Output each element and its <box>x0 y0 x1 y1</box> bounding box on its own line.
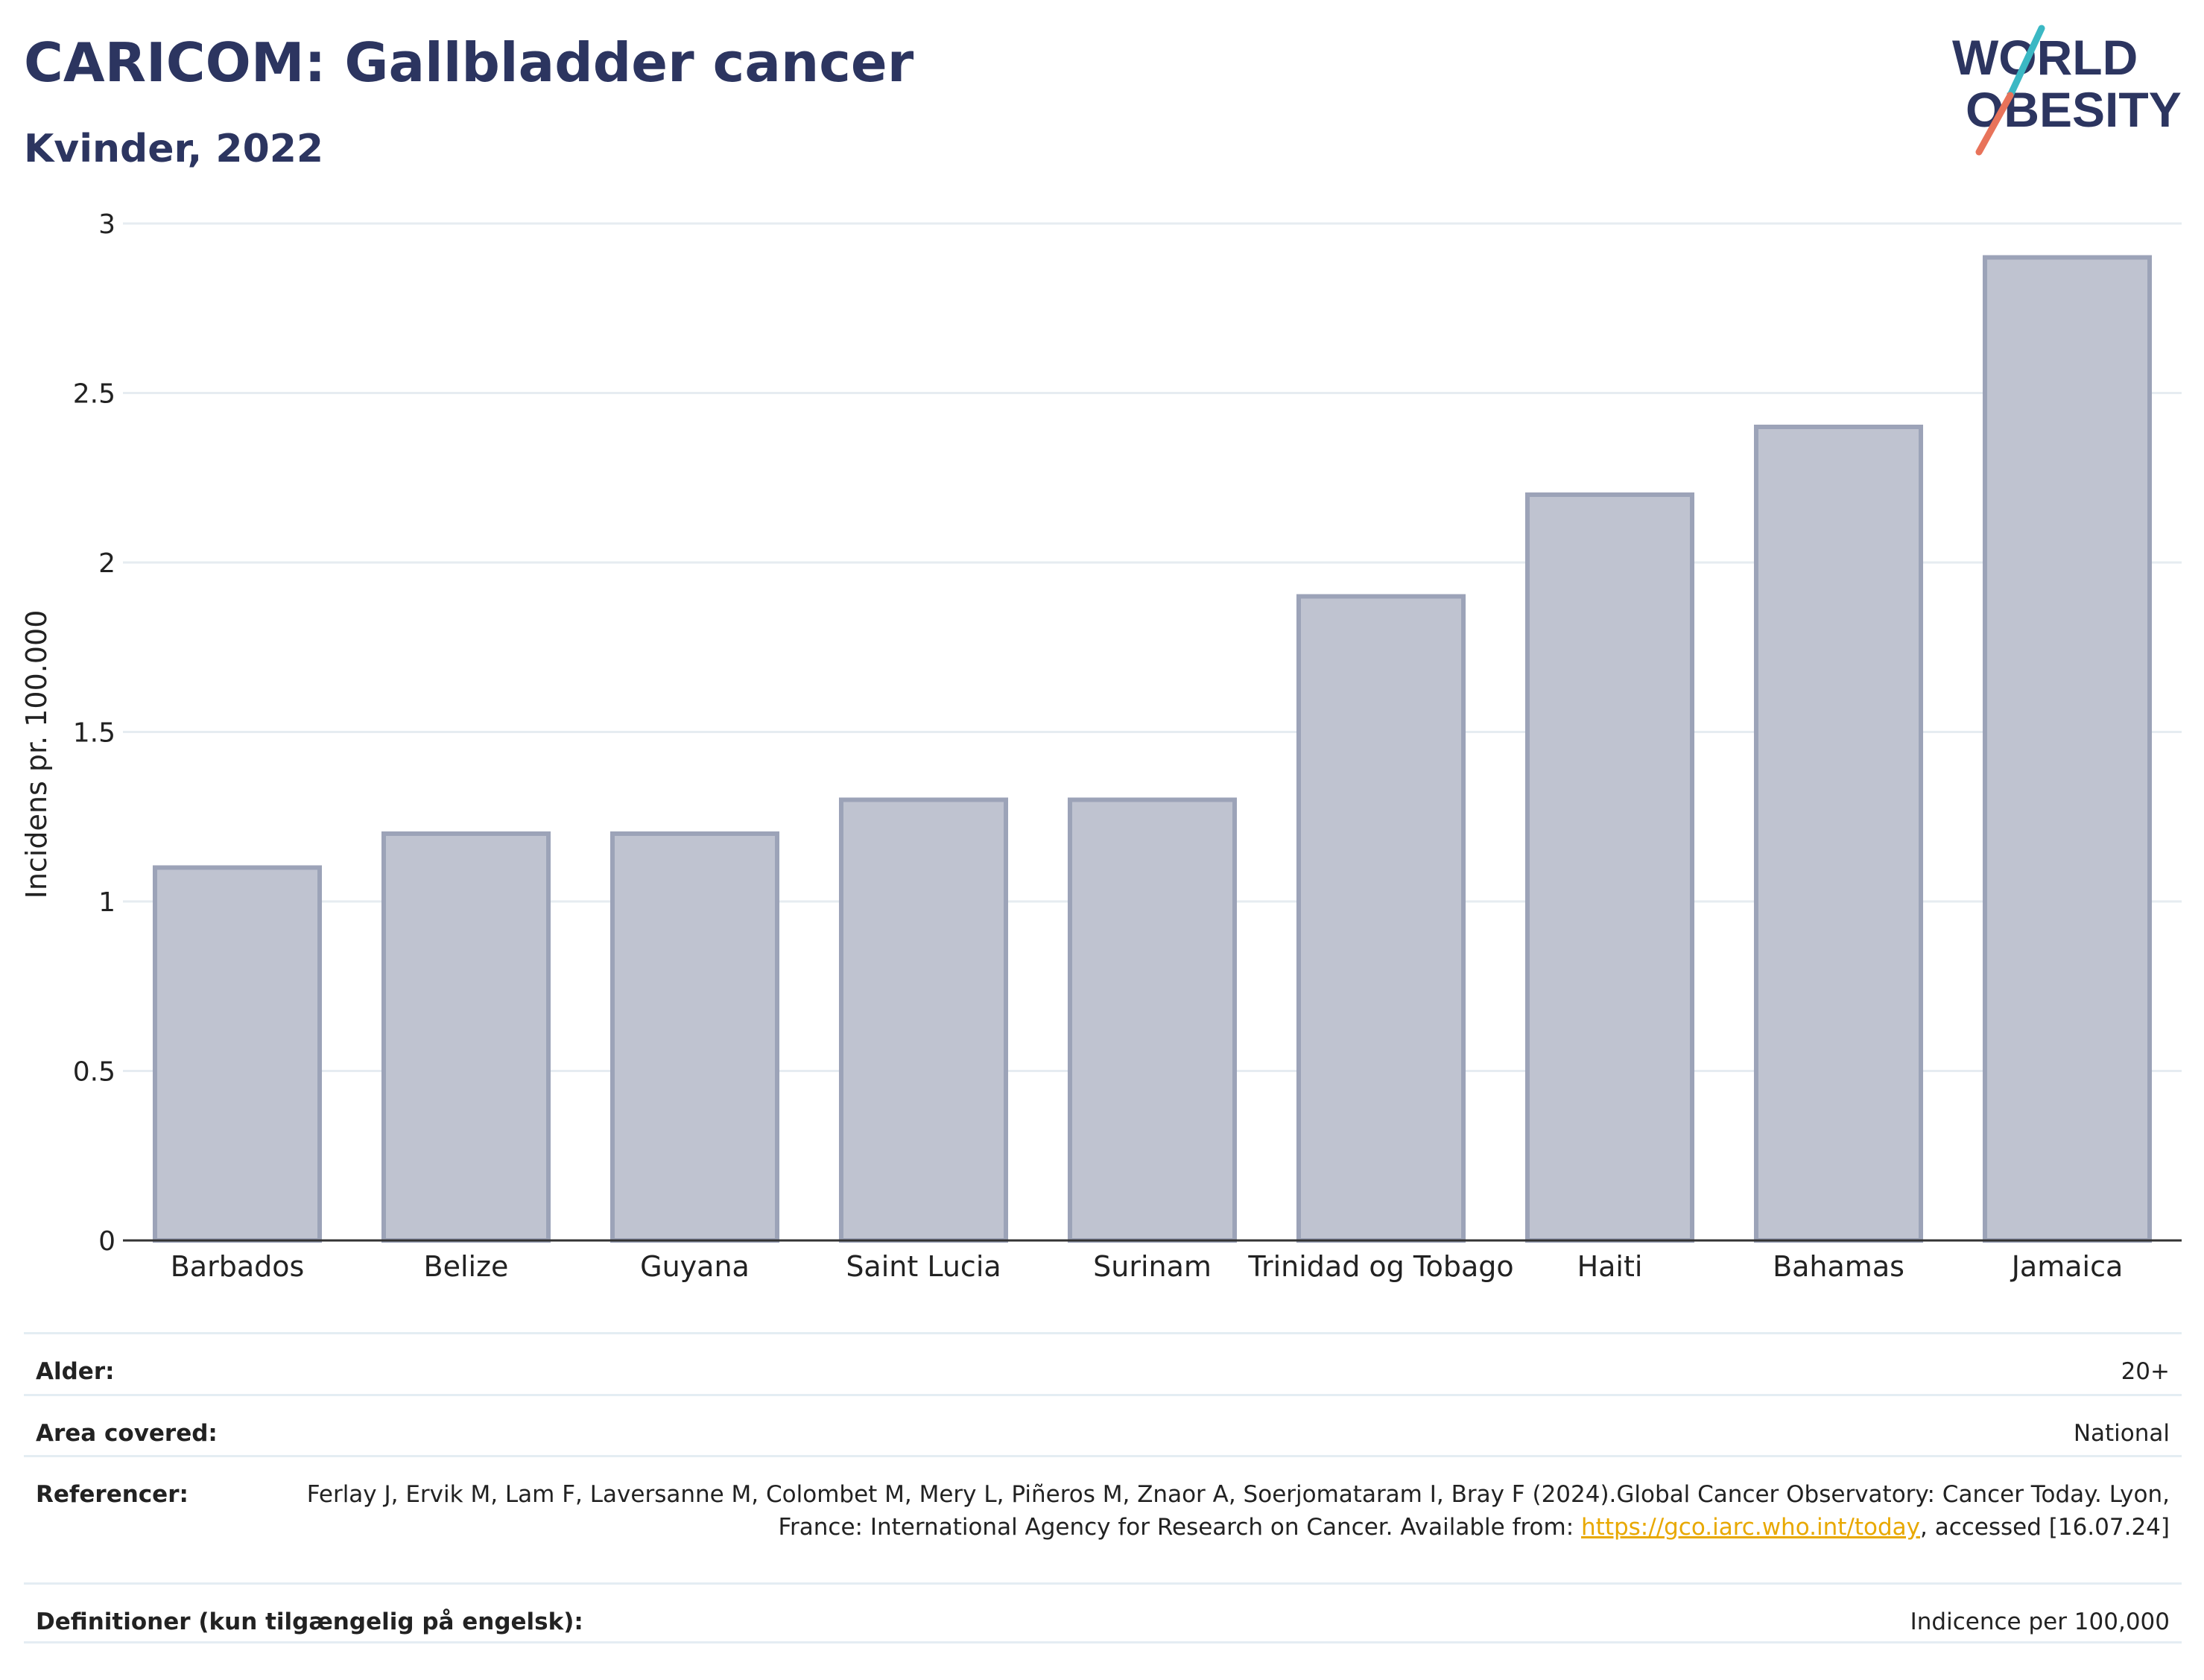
meta-row-definitions: Definitioner (kun tilgængelig på engelsk… <box>24 1582 2182 1643</box>
y-axis-label: Incidens pr. 100.000 <box>20 610 53 899</box>
x-tick-label: Guyana <box>640 1250 750 1283</box>
y-tick-labels: 0 0.5 1 1.5 2 2.5 3 <box>73 209 115 1257</box>
y-tick-label: 2 <box>98 548 115 579</box>
reference-link[interactable]: https://gco.iarc.who.int/today <box>1581 1514 1920 1541</box>
metadata-table: Alder: 20+ Area covered: National Refere… <box>24 1332 2182 1643</box>
meta-label-area: Area covered: <box>36 1420 218 1447</box>
meta-value-references: Ferlay J, Ervik M, Lam F, Laversanne M, … <box>189 1478 2170 1544</box>
meta-label-age: Alder: <box>36 1358 115 1385</box>
bar <box>152 865 323 1243</box>
x-tick-labels: Barbados Belize Guyana Saint Lucia Surinam Tr… <box>171 1250 2124 1283</box>
chart-subtitle: Kvinder, 2022 <box>24 127 324 171</box>
x-tick-label: Surinam <box>1093 1250 1212 1283</box>
logo-slash-top <box>2007 25 2045 99</box>
reference-text: Ferlay J, Ervik M, Lam F, Laversanne M, … <box>306 1481 2170 1541</box>
world-obesity-logo: WORLD OBESITY <box>1952 25 2182 156</box>
y-tick-label: 1.5 <box>73 718 115 749</box>
meta-value-age: 20+ <box>2121 1358 2170 1385</box>
logo-slash-bottom <box>1975 92 2014 156</box>
x-tick-label: Belize <box>424 1250 509 1283</box>
y-tick-label: 1 <box>98 887 115 918</box>
meta-row-references: Referencer: Ferlay J, Ervik M, Lam F, La… <box>24 1455 2182 1582</box>
y-tick-label: 2.5 <box>73 379 115 410</box>
meta-value-area: National <box>2073 1420 2170 1447</box>
meta-row-age: Alder: 20+ <box>24 1332 2182 1394</box>
bar <box>381 831 551 1243</box>
meta-row-area: Area covered: National <box>24 1394 2182 1455</box>
bar <box>1753 425 1924 1243</box>
logo-line1: WORLD <box>1952 30 2138 85</box>
bar <box>838 797 1009 1243</box>
x-tick-label: Haiti <box>1577 1250 1643 1283</box>
bar-chart: 0 0.5 1 1.5 2 2.5 3 Barbados Belize Guyana Saint … <box>20 209 2182 1283</box>
x-tick-label: Bahamas <box>1773 1250 1904 1283</box>
x-tick-label: Barbados <box>171 1250 305 1283</box>
y-tick-label: 0 <box>98 1226 115 1257</box>
y-tick-label: 3 <box>98 209 115 240</box>
x-tick-label: Saint Lucia <box>846 1250 1001 1283</box>
bar <box>609 831 780 1243</box>
bar <box>1067 797 1238 1243</box>
meta-label-definitions: Definitioner (kun tilgængelig på engelsk… <box>36 1608 583 1635</box>
meta-label-references: Referencer: <box>36 1481 189 1508</box>
reference-accessed: , accessed [16.07.24] <box>1919 1514 2170 1541</box>
meta-value-definitions: Indicence per 100,000 <box>1910 1608 2170 1635</box>
logo-line2: OBESITY <box>1966 82 2182 137</box>
bar <box>1982 255 2153 1243</box>
bars <box>152 255 2153 1243</box>
x-tick-label: Jamaica <box>2010 1250 2124 1283</box>
bar <box>1524 492 1695 1243</box>
y-tick-label: 0.5 <box>73 1057 115 1088</box>
x-tick-label: Trinidad og Tobago <box>1247 1250 1513 1283</box>
chart-title: CARICOM: Gallbladder cancer <box>24 31 914 94</box>
bar <box>1296 594 1466 1243</box>
